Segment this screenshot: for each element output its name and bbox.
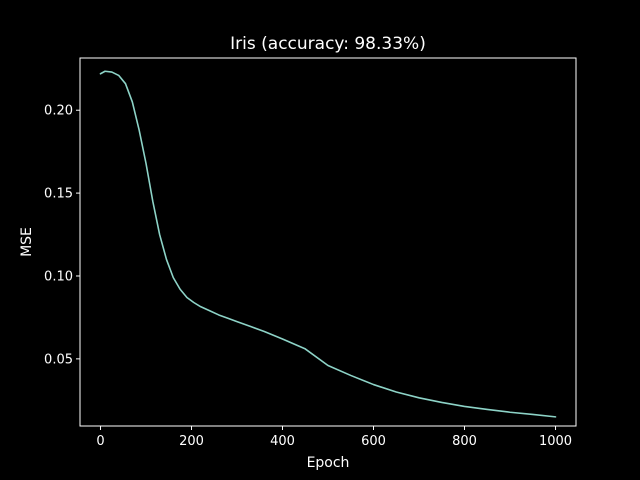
x-axis-label: Epoch bbox=[307, 455, 350, 471]
mse-series-line bbox=[99, 70, 557, 418]
plot-area bbox=[99, 70, 557, 418]
x-axis: 0 200 400 600 800 1000 bbox=[96, 426, 572, 449]
axes-frame bbox=[79, 57, 577, 427]
x-tick-label: 200 bbox=[179, 434, 204, 449]
y-axis: 0.05 0.10 0.15 0.20 bbox=[44, 104, 80, 367]
x-tick-label: 0 bbox=[96, 434, 104, 449]
x-tick-label: 800 bbox=[452, 434, 477, 449]
y-tick-label: 0.10 bbox=[44, 269, 73, 284]
y-axis-label: MSE bbox=[19, 227, 35, 257]
y-tick-label: 0.05 bbox=[44, 352, 73, 367]
chart-title: Iris (accuracy: 98.33%) bbox=[230, 34, 426, 54]
x-tick-label: 600 bbox=[361, 434, 386, 449]
x-tick-label: 400 bbox=[270, 434, 295, 449]
y-tick-label: 0.15 bbox=[44, 187, 73, 202]
y-tick-label: 0.20 bbox=[44, 104, 73, 119]
x-tick-label: 1000 bbox=[539, 434, 572, 449]
